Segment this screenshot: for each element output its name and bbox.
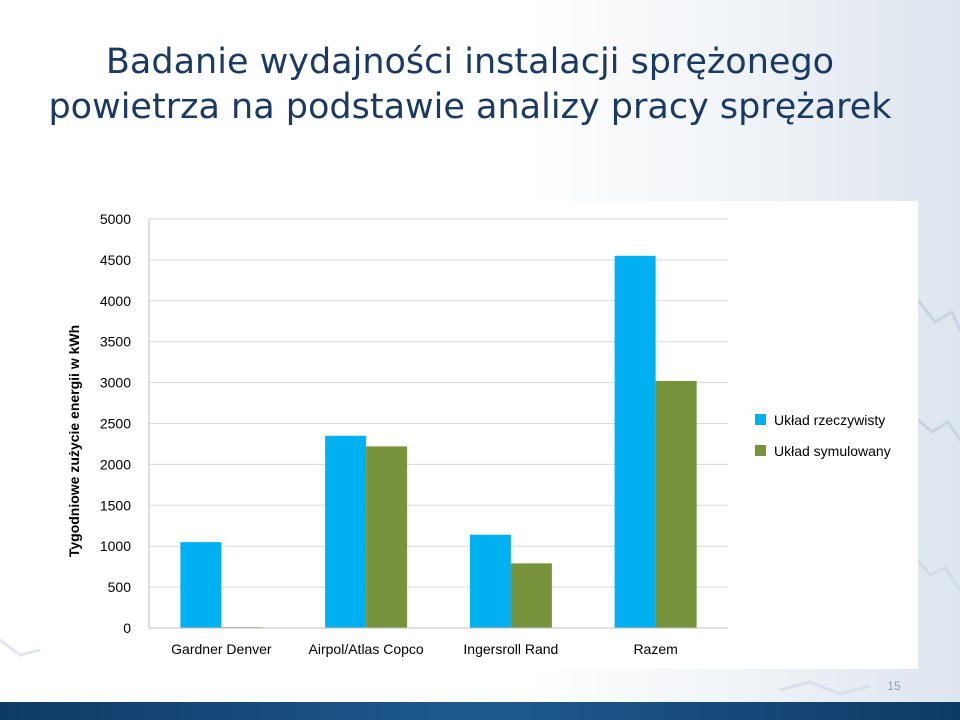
slide-title: Badanie wydajności instalacji sprężonego… <box>20 40 920 130</box>
bar-simulated <box>510 563 552 628</box>
x-category-label: Ingersroll Rand <box>463 641 558 657</box>
y-axis-title: Tygodniowe zużycie energii w kWh <box>66 325 82 557</box>
y-tick-label: 0 <box>123 620 131 636</box>
bar-real <box>614 255 656 628</box>
slide-title-line-2: powietrza na podstawie analizy pracy spr… <box>48 87 892 127</box>
energy-consumption-bar-chart: 0 500 1000 1500 2000 2500 3000 3500 4000 4500 5000… <box>66 211 891 657</box>
y-tick-label: 3000 <box>100 375 131 391</box>
y-tick-label: 2000 <box>100 456 131 472</box>
legend-swatch <box>755 414 766 425</box>
bar-real <box>325 435 367 628</box>
footer-bar <box>0 702 960 720</box>
slide-title-line-1: Badanie wydajności instalacji sprężonego <box>105 42 835 82</box>
y-tick-label: 500 <box>108 579 132 595</box>
y-tick-label: 4500 <box>100 252 131 268</box>
legend-label: Układ rzeczywisty <box>774 412 885 428</box>
chart-panel: 0 500 1000 1500 2000 2500 3000 3500 4000 4500 5000… <box>40 201 918 669</box>
legend-label: Układ symulowany <box>774 443 891 459</box>
x-category-label: Gardner Denver <box>171 641 272 657</box>
y-tick-label: 4000 <box>100 293 131 309</box>
bar-simulated <box>366 446 408 628</box>
x-category-label: Airpol/Atlas Copco <box>309 641 424 657</box>
y-tick-label: 2500 <box>100 416 131 432</box>
y-tick-label: 5000 <box>100 211 131 227</box>
y-tick-label: 3500 <box>100 334 131 350</box>
bar-real <box>469 534 511 628</box>
y-tick-label: 1500 <box>100 497 131 513</box>
x-category-label: Razem <box>633 641 677 657</box>
bar-simulated <box>655 380 697 628</box>
page-number: 15 <box>887 679 901 693</box>
y-tick-label: 1000 <box>100 538 131 554</box>
bar-real <box>180 542 222 628</box>
legend-swatch <box>755 445 766 456</box>
